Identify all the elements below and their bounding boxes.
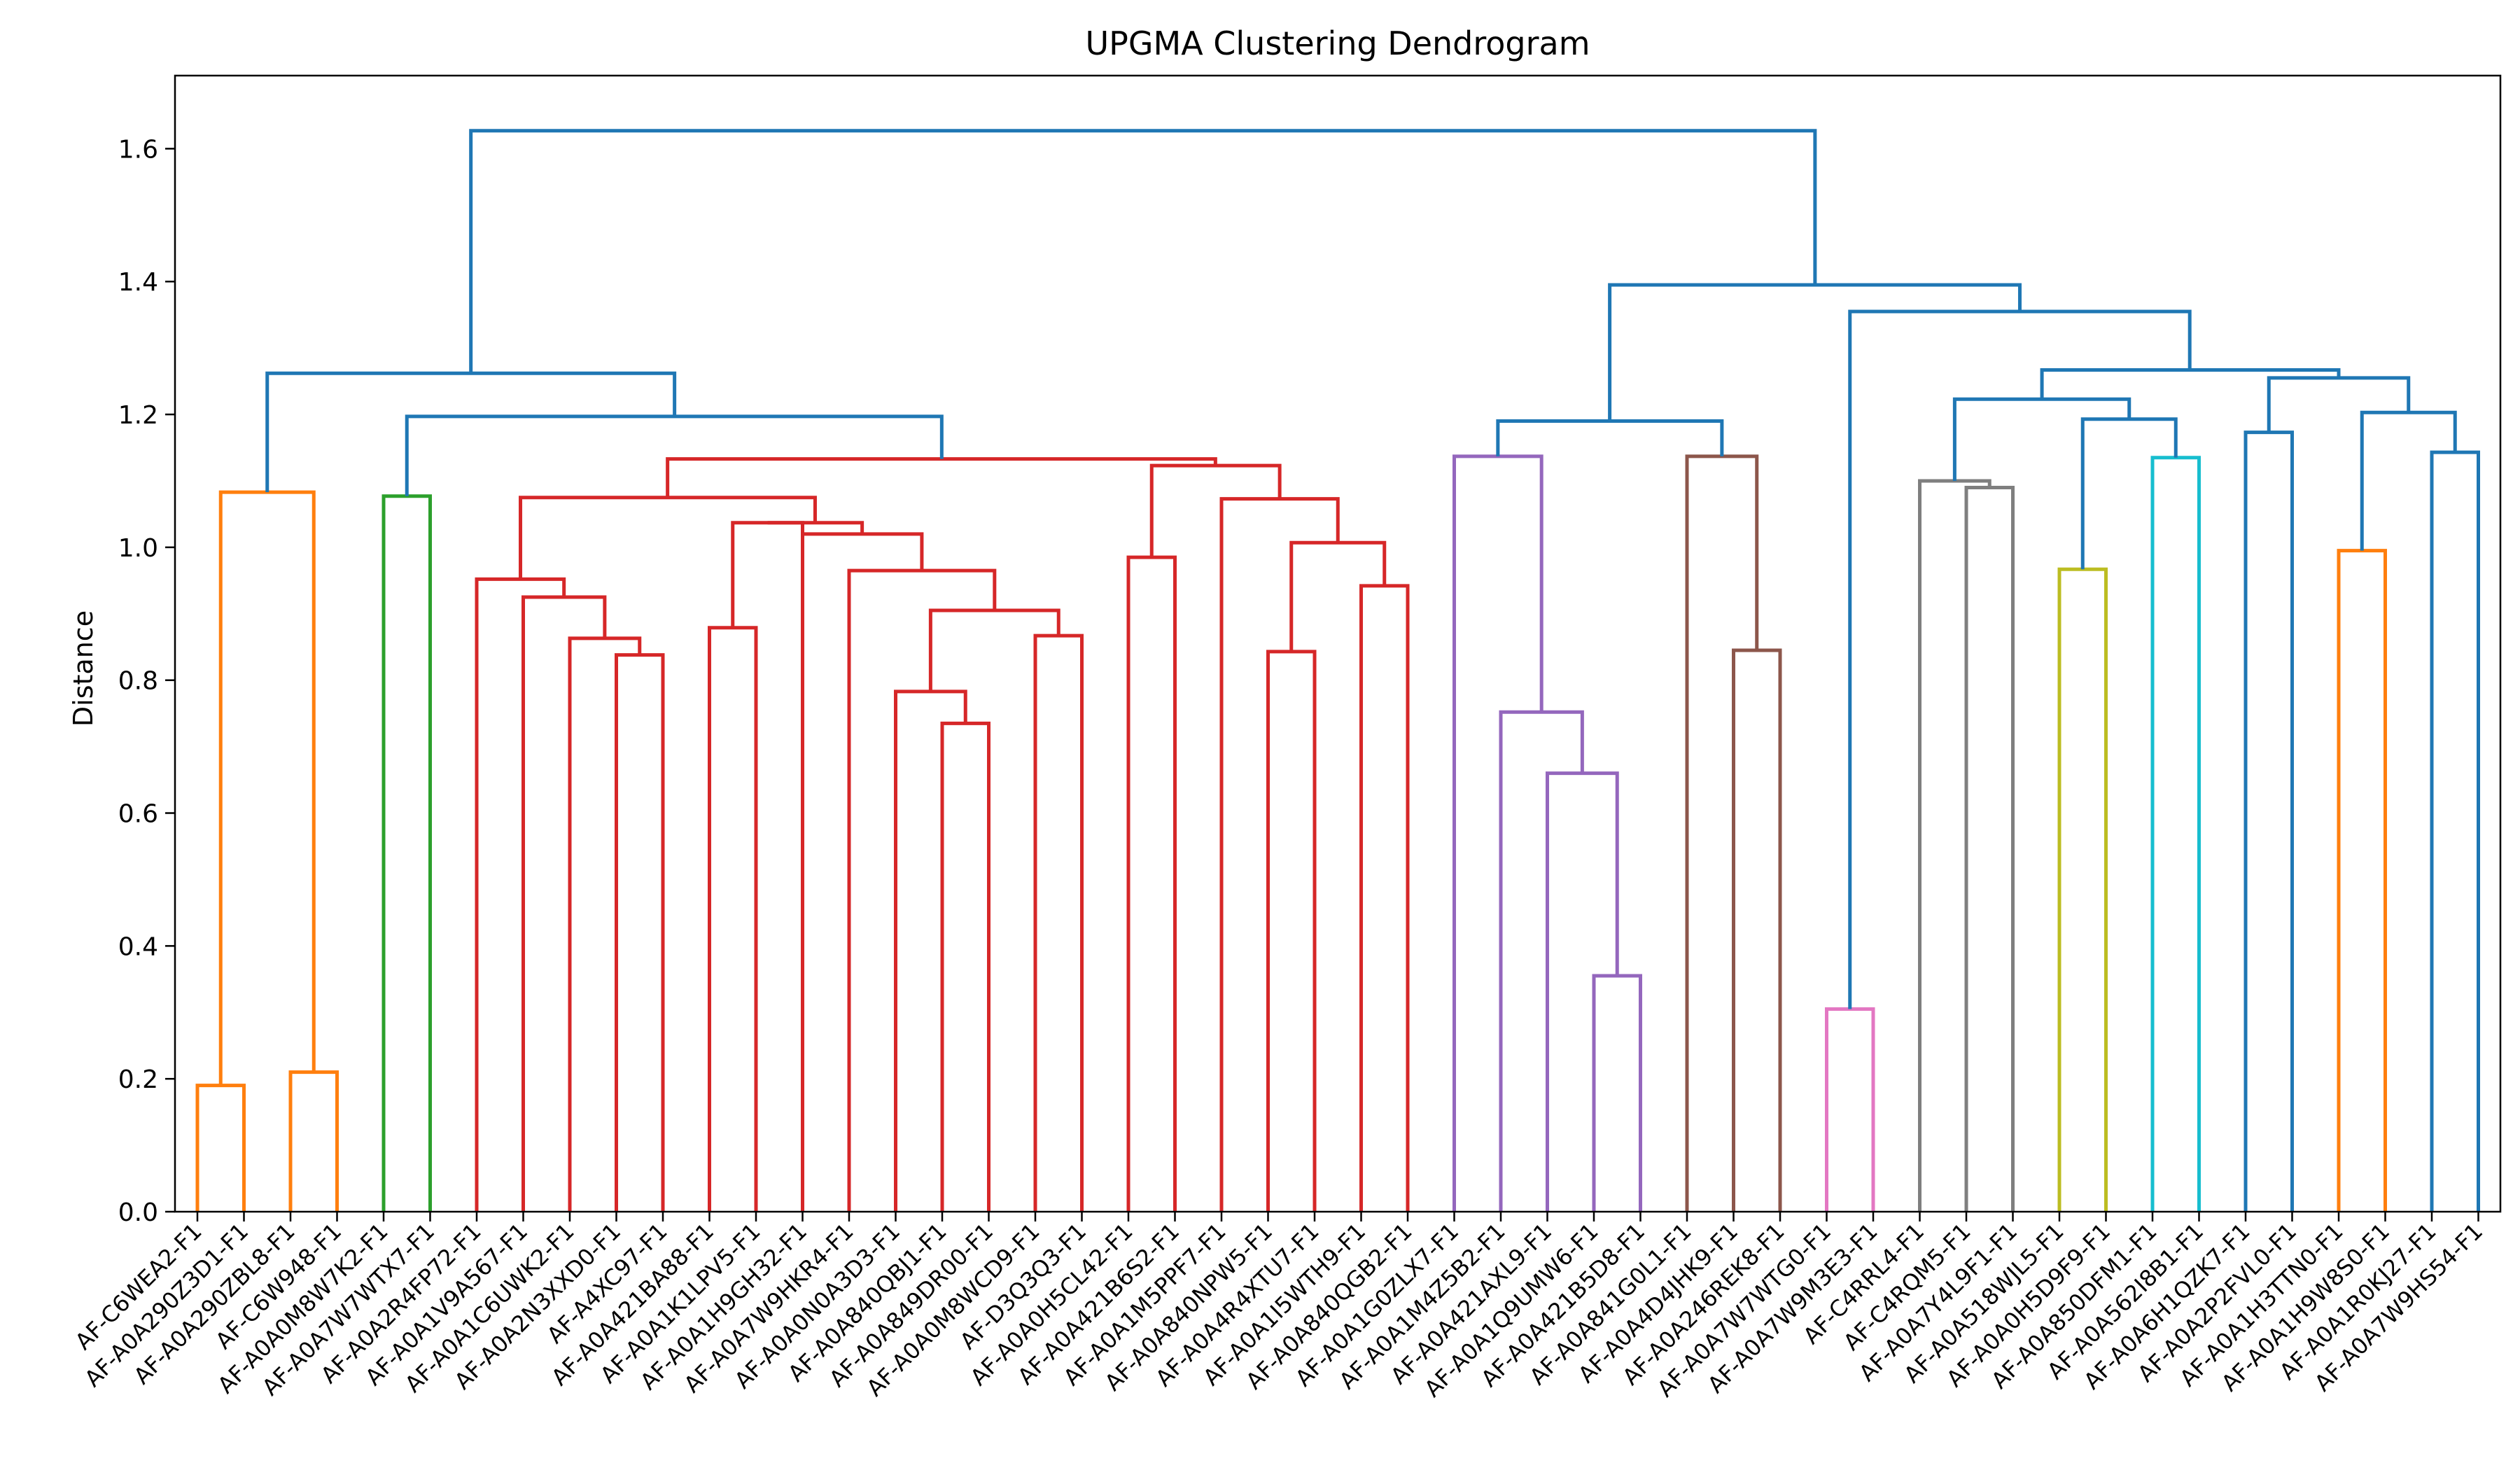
dendrogram-link-35 [1964,485,2015,1212]
dendrogram-link-46 [2040,368,2341,400]
dendrogram-link-12 [1033,634,1084,1212]
dendrogram-link-30 [1452,454,1544,1212]
dendrogram-link-44 [2360,410,2457,551]
links-layer [195,129,2480,1212]
dendrogram-link-2 [218,490,316,1086]
y-tick-label: 0.0 [118,1198,158,1227]
dendrogram-link-21 [1289,540,1387,652]
dendrogram-link-39 [2080,417,2178,570]
dendrogram-link-48 [1608,283,2022,421]
dendrogram-link-37 [2057,567,2108,1212]
dendrogram-link-3 [382,494,432,1212]
dendrogram-link-33 [1496,419,1724,456]
dendrogram-link-1 [288,1070,339,1212]
dendrogram-link-34 [1825,1007,1875,1212]
dendrogram-link-0 [195,1084,246,1212]
y-tick-label: 1.6 [118,135,158,164]
chart-title: UPGMA Clustering Dendrogram [1085,24,1590,62]
dendrogram-link-43 [2430,450,2480,1212]
dendrogram-link-36 [1918,479,1991,1212]
dendrogram-link-41 [2244,430,2294,1212]
dendrogram-link-31 [1732,648,1782,1212]
dendrogram-link-25 [405,414,944,496]
dendrogram-link-8 [708,626,758,1212]
dendrogram-link-6 [522,595,607,1212]
dendrogram-link-24 [666,457,1217,498]
dendrogram-link-23 [1149,463,1282,558]
y-tick-label: 0.6 [118,800,158,829]
dendrogram-link-15 [801,532,924,1212]
dendrogram-link-47 [1848,309,2192,1009]
dendrogram-link-20 [1359,584,1410,1212]
dendrogram-link-18 [1126,555,1177,1212]
y-tick-label: 1.4 [118,268,158,297]
dendrogram-link-5 [568,636,642,1212]
dendrogram-link-4 [615,653,665,1212]
plot-frame [174,74,2502,1213]
dendrogram-link-19 [1266,650,1317,1212]
dendrogram-link-13 [928,608,1060,692]
dendrogram-link-16 [767,521,864,534]
y-axis-label: Distance [68,610,99,727]
y-axis: 0.0 0.2 0.4 0.6 0.8 1.0 1.2 1.4 1.6 [118,135,175,1227]
dendrogram-link-32 [1685,454,1759,1212]
dendrogram-link-42 [2337,549,2387,1212]
dendrogram-link-45 [2267,376,2411,433]
dendrogram-link-40 [1952,397,2132,481]
dendrogram-link-10 [940,721,990,1212]
y-tick-label: 0.8 [118,667,158,696]
dendrogram-link-22 [1219,497,1340,1212]
dendrogram-link-26 [265,371,677,493]
dendrogram-link-38 [2150,456,2201,1212]
y-tick-label: 0.2 [118,1065,158,1094]
dendrogram-link-27 [1592,974,1642,1212]
y-tick-label: 1.0 [118,534,158,563]
dendrogram-link-29 [1499,710,1584,1212]
y-tick-label: 0.4 [118,932,158,961]
x-axis: AF-C6WEA2-F1AF-A0A290Z3D1-F1AF-A0A290ZBL… [70,1212,2488,1402]
dendrogram-link-7 [475,577,566,1212]
dendrogram-link-14 [847,568,997,1212]
y-tick-label: 1.2 [118,401,158,430]
dendrogram-link-11 [894,690,967,1212]
dendrogram-link-17 [519,496,817,580]
dendrogram-link-49 [469,129,1817,374]
dendrogram-link-28 [1546,771,1619,1212]
